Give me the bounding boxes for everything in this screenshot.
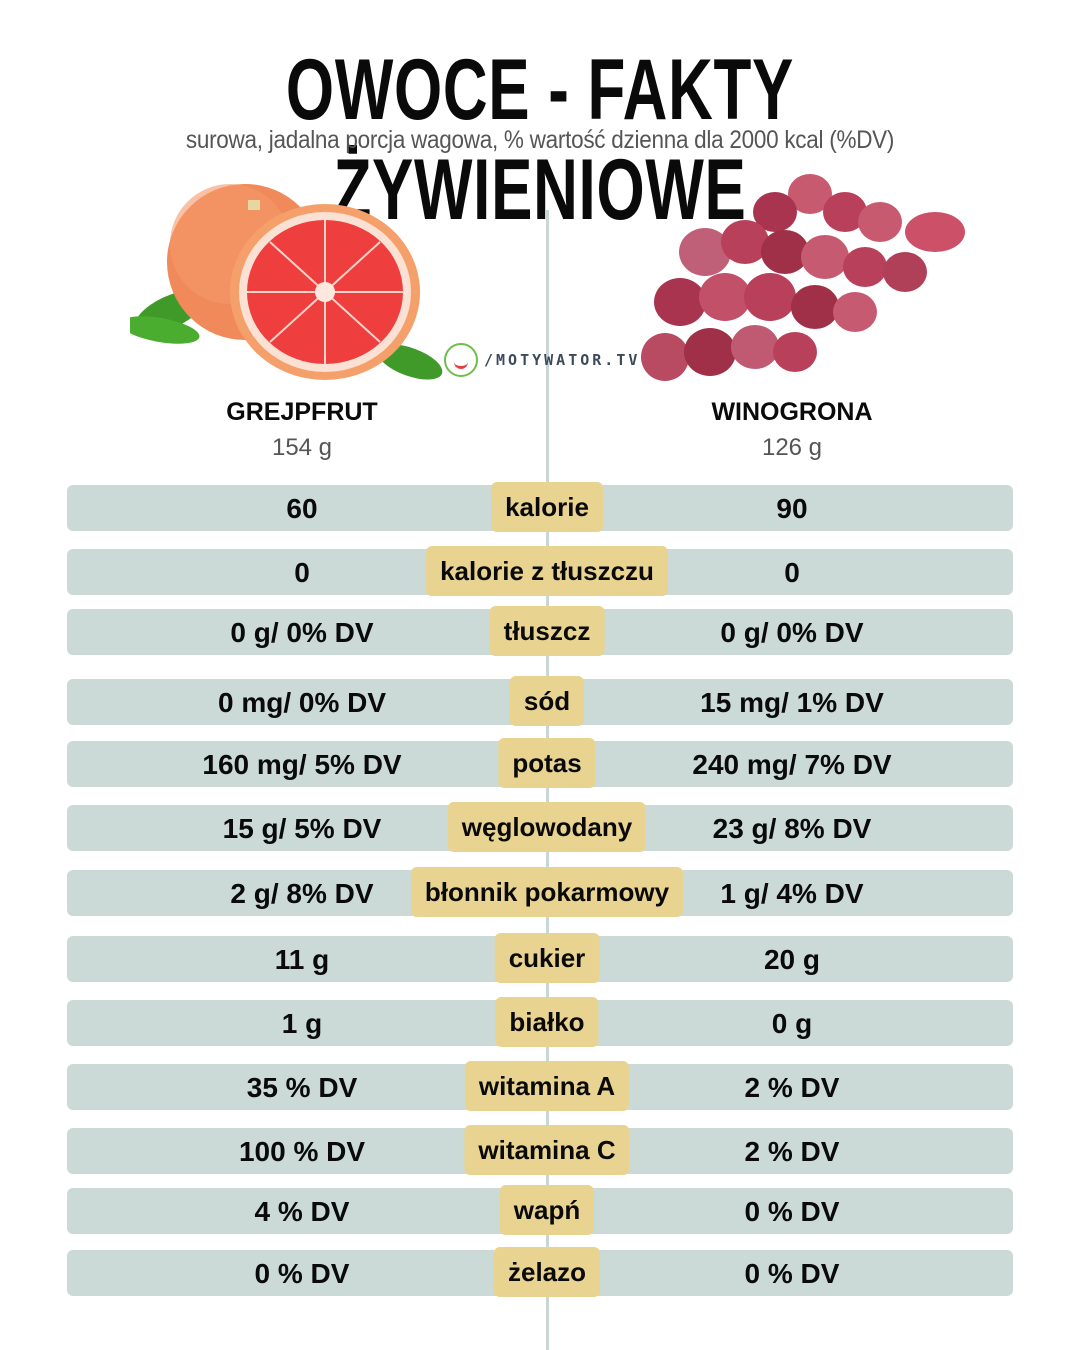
left-value: 0 [294, 557, 310, 588]
nutrient-row-tluszcz: 0 g/ 0% DV tłuszcz 0 g/ 0% DV [67, 606, 1013, 656]
left-value: 0 g/ 0% DV [230, 617, 374, 648]
right-value: 90 [776, 493, 808, 524]
right-value: 2 % DV [744, 1136, 840, 1167]
nutrient-row-potas: 160 mg/ 5% DV potas 240 mg/ 7% DV [67, 738, 1013, 788]
right-value: 15 mg/ 1% DV [700, 687, 884, 718]
right-value: 0 g/ 0% DV [720, 617, 864, 648]
nutrient-label: witamina A [464, 1061, 630, 1111]
nutrient-label: błonnik pokarmowy [410, 867, 684, 917]
nutrient-label: potas [498, 738, 596, 788]
left-value: 11 g [274, 944, 330, 975]
nutrient-row-wapn: 4 % DV wapń 0 % DV [67, 1185, 1013, 1235]
right-value: 0 % DV [744, 1258, 840, 1289]
left-value: 35 % DV [246, 1072, 358, 1103]
nutrient-row-witamina-c: 100 % DV witamina C 2 % DV [67, 1125, 1013, 1175]
left-value: 160 mg/ 5% DV [202, 749, 402, 780]
left-value: 60 [286, 493, 318, 524]
left-value: 4 % DV [254, 1196, 350, 1227]
nutrient-label: cukier [494, 933, 600, 983]
right-value: 0 % DV [744, 1196, 840, 1227]
nutrient-row-kalorie: 60 kalorie 90 [67, 482, 1013, 532]
nutrient-row-sod: 0 mg/ 0% DV sód 15 mg/ 1% DV [67, 676, 1013, 726]
grapes-image [641, 174, 965, 381]
right-value: 0 g [771, 1008, 813, 1039]
right-fruit-weight: 126 g [761, 434, 823, 461]
left-value: 0 % DV [254, 1258, 350, 1289]
right-value: 23 g/ 8% DV [712, 813, 872, 844]
nutrient-row-witamina-a: 35 % DV witamina A 2 % DV [67, 1061, 1013, 1111]
left-fruit-name: GREJPFRUT [226, 398, 378, 426]
nutrient-label: kalorie z tłuszczu [426, 546, 668, 596]
smiley-face-icon [444, 343, 478, 377]
nutrient-row-cukier: 11 g cukier 20 g [67, 933, 1013, 983]
nutrient-label: sód [509, 676, 585, 726]
nutrient-row-blonnik: 2 g/ 8% DV błonnik pokarmowy 1 g/ 4% DV [67, 867, 1013, 917]
page-subtitle: surowa, jadalna porcja wagowa, % wartość… [185, 126, 895, 154]
right-fruit-name: WINOGRONA [711, 398, 873, 426]
nutrient-label: witamina C [464, 1125, 630, 1175]
left-value: 15 g/ 5% DV [222, 813, 382, 844]
nutrient-row-kalorie-z-tluszczu: 0 kalorie z tłuszczu 0 [67, 546, 1013, 596]
nutrient-row-zelazo: 0 % DV żelazo 0 % DV [67, 1247, 1013, 1297]
left-value: 100 % DV [238, 1136, 366, 1167]
right-value: 1 g/ 4% DV [720, 878, 864, 909]
left-fruit-weight: 154 g [271, 434, 333, 461]
grapefruit-image [130, 184, 443, 380]
left-value: 0 mg/ 0% DV [217, 687, 387, 718]
brand-logo: /MOTYWATOR.TV [444, 340, 640, 380]
left-value: 1 g [281, 1008, 323, 1039]
nutrient-row-weglowodany: 15 g/ 5% DV węglowodany 23 g/ 8% DV [67, 802, 1013, 852]
nutrient-row-bialko: 1 g białko 0 g [67, 997, 1013, 1047]
nutrient-label: węglowodany [447, 802, 647, 852]
right-value: 20 g [763, 944, 821, 975]
right-value: 2 % DV [744, 1072, 840, 1103]
right-value: 0 [784, 557, 800, 588]
right-value: 240 mg/ 7% DV [692, 749, 892, 780]
nutrient-label: wapń [499, 1185, 595, 1235]
nutrient-label: żelazo [493, 1247, 601, 1297]
left-value: 2 g/ 8% DV [230, 878, 374, 909]
nutrient-label: białko [495, 997, 599, 1047]
nutrient-label: kalorie [491, 482, 603, 532]
page-title: OWOCE - FAKTY ŻYWIENIOWE [285, 42, 795, 238]
brand-logo-text: /MOTYWATOR.TV [484, 351, 641, 369]
nutrient-label: tłuszcz [489, 606, 605, 656]
